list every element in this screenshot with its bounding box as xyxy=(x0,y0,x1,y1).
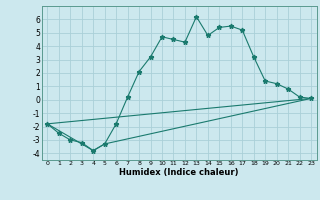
X-axis label: Humidex (Indice chaleur): Humidex (Indice chaleur) xyxy=(119,168,239,177)
